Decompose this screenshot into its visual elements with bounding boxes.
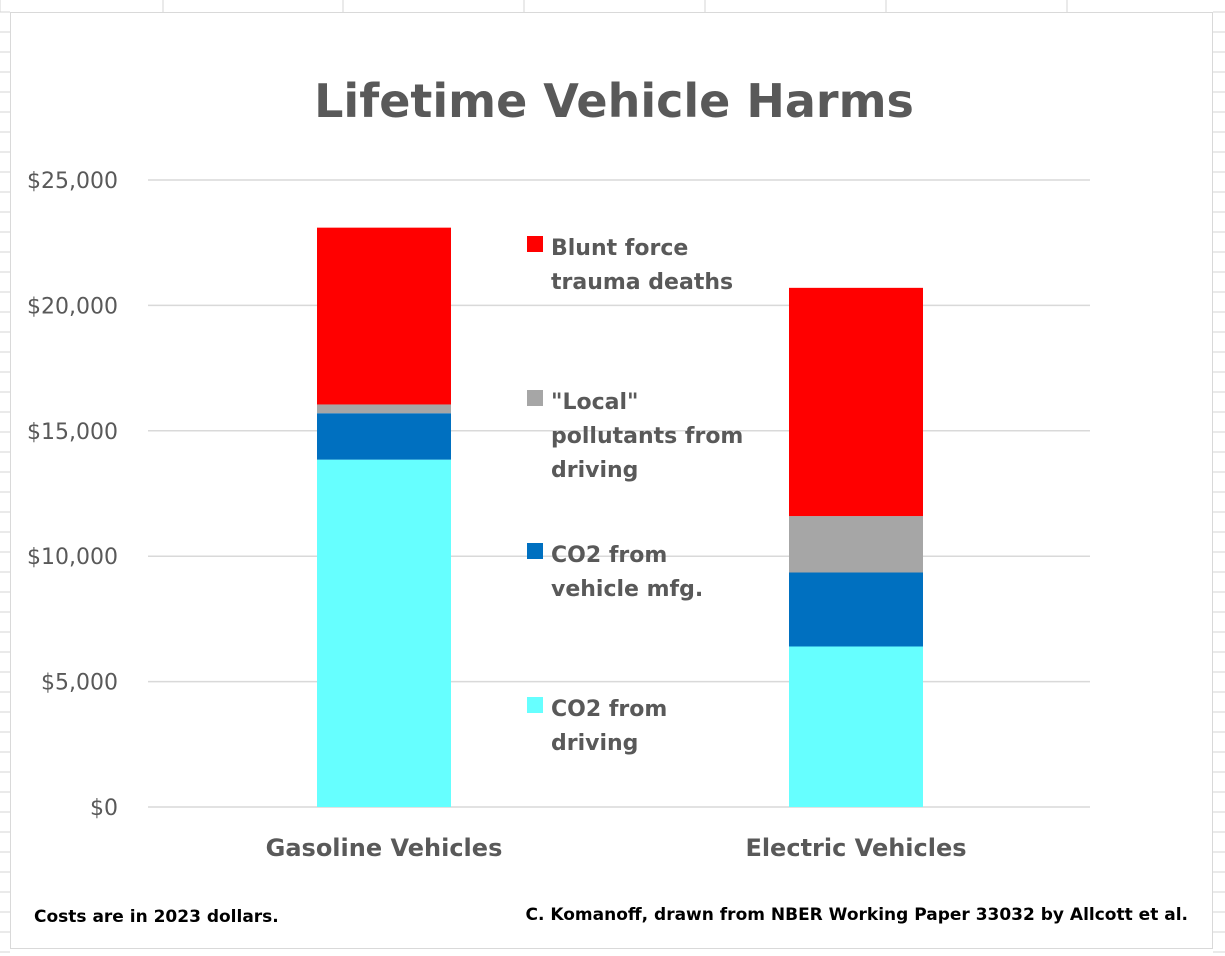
- bar-segment[interactable]: [317, 227, 451, 405]
- legend-label: driving: [551, 731, 638, 756]
- x-axis-ticks: Gasoline Vehicles Electric Vehicles: [266, 834, 967, 862]
- legend-swatch: [527, 697, 543, 713]
- legend-swatch: [527, 236, 543, 252]
- bar-segment[interactable]: [789, 287, 923, 517]
- gridlines: [148, 179, 1090, 808]
- footnote-left: Costs are in 2023 dollars.: [34, 907, 279, 927]
- legend-label: "Local": [551, 390, 638, 415]
- legend-swatch: [527, 390, 543, 406]
- bar-segment[interactable]: [317, 459, 451, 807]
- y-tick-label: $5,000: [41, 671, 118, 696]
- x-tick-label: Electric Vehicles: [745, 834, 966, 862]
- bar-segment[interactable]: [789, 516, 923, 573]
- y-tick-label: $0: [90, 796, 118, 821]
- legend-label: vehicle mfg.: [551, 577, 703, 602]
- legend-label: CO2 from: [551, 697, 667, 722]
- y-tick-label: $10,000: [27, 545, 118, 570]
- footnote-right: C. Komanoff, drawn from NBER Working Pap…: [526, 905, 1188, 925]
- legend-label: Blunt force: [551, 236, 688, 261]
- chart-title: Lifetime Vehicle Harms: [314, 74, 914, 128]
- legend: CO2 from driving CO2 from vehicle mfg. "Loca…: [527, 236, 743, 756]
- bar-segment[interactable]: [317, 404, 451, 414]
- bars: [317, 227, 923, 807]
- chart-area[interactable]: [10, 12, 1213, 949]
- bar-segment[interactable]: [317, 413, 451, 460]
- bar-segment[interactable]: [789, 646, 923, 807]
- legend-swatch: [527, 543, 543, 559]
- legend-label: pollutants from: [551, 424, 743, 449]
- legend-label: CO2 from: [551, 543, 667, 568]
- legend-label: trauma deaths: [551, 270, 733, 295]
- y-tick-label: $20,000: [27, 294, 118, 319]
- y-axis-ticks: $0 $5,000 $10,000 $15,000 $20,000 $25,000: [27, 169, 118, 821]
- y-tick-label: $15,000: [27, 420, 118, 445]
- y-tick-label: $25,000: [27, 169, 118, 194]
- bar-segment[interactable]: [789, 572, 923, 647]
- legend-label: driving: [551, 458, 638, 483]
- x-tick-label: Gasoline Vehicles: [266, 834, 503, 862]
